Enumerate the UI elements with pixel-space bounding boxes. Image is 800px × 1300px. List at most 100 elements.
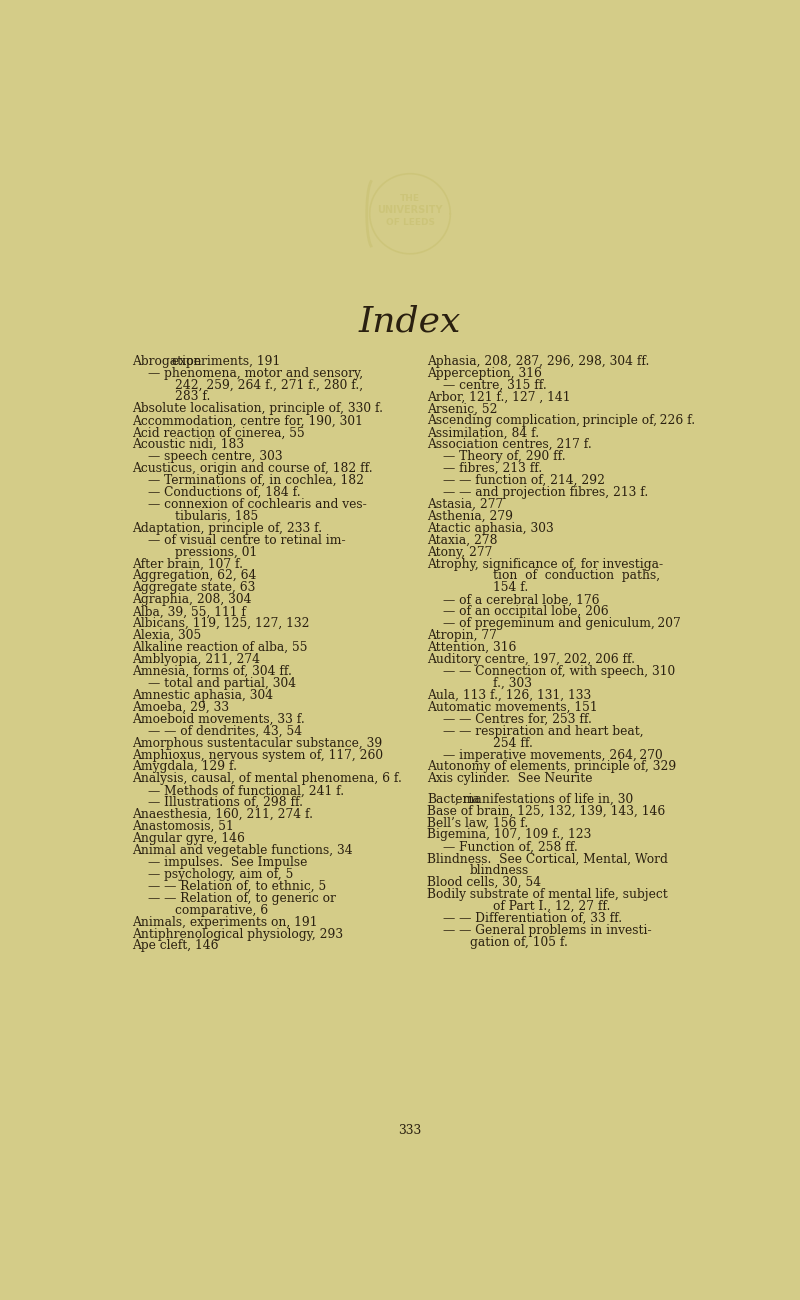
Text: UNIVERSITY: UNIVERSITY: [378, 205, 442, 214]
Text: Acid reaction of cinerea, 55: Acid reaction of cinerea, 55: [133, 426, 306, 439]
Text: tibularis, 185: tibularis, 185: [175, 510, 258, 523]
Text: — of pregeminum and geniculum, 207: — of pregeminum and geniculum, 207: [442, 618, 680, 630]
Text: — phenomena, motor and sensory,: — phenomena, motor and sensory,: [148, 367, 363, 380]
Text: Anaesthesia, 160, 211, 274 f.: Anaesthesia, 160, 211, 274 f.: [133, 809, 314, 822]
Text: Agraphia, 208, 304: Agraphia, 208, 304: [133, 593, 252, 606]
Text: THE: THE: [400, 194, 420, 203]
Text: Automatic movements, 151: Automatic movements, 151: [427, 701, 598, 714]
Text: — impulses.  See Impulse: — impulses. See Impulse: [148, 855, 307, 868]
Text: — total and partial, 304: — total and partial, 304: [148, 677, 296, 690]
Text: Atrophy, significance of, for investiga-: Atrophy, significance of, for investiga-: [427, 558, 663, 571]
Text: OF LEEDS: OF LEEDS: [386, 218, 434, 227]
Text: — — Differentiation of, 33 ff.: — — Differentiation of, 33 ff.: [442, 913, 622, 926]
Text: Apperception, 316: Apperception, 316: [427, 367, 542, 380]
Text: Antiphrenological physiology, 293: Antiphrenological physiology, 293: [133, 927, 344, 940]
Text: Ascending complication, principle of, 226 f.: Ascending complication, principle of, 22…: [427, 415, 695, 428]
Text: 283 f.: 283 f.: [175, 390, 210, 403]
Text: Blood cells, 30, 54: Blood cells, 30, 54: [427, 876, 541, 889]
Text: Acoustic nidi, 183: Acoustic nidi, 183: [133, 438, 245, 451]
Text: Angular gyre, 146: Angular gyre, 146: [133, 832, 246, 845]
Text: Arsenic, 52: Arsenic, 52: [427, 403, 498, 416]
Text: — centre, 315 ff.: — centre, 315 ff.: [442, 378, 546, 391]
Text: Bodily substrate of mental life, subject: Bodily substrate of mental life, subject: [427, 888, 668, 901]
Text: — — and projection fibres, 213 f.: — — and projection fibres, 213 f.: [442, 486, 648, 499]
Text: After brain, 107 f.: After brain, 107 f.: [133, 558, 243, 571]
Text: Aula, 113 f., 126, 131, 133: Aula, 113 f., 126, 131, 133: [427, 689, 591, 702]
Text: Aggregation, 62, 64: Aggregation, 62, 64: [133, 569, 257, 582]
Text: Acusticus, origin and course of, 182 ff.: Acusticus, origin and course of, 182 ff.: [133, 462, 373, 474]
Text: — connexion of cochlearis and ves-: — connexion of cochlearis and ves-: [148, 498, 366, 511]
Text: Astasia, 277: Astasia, 277: [427, 498, 503, 511]
Text: — Theory of, 290 ff.: — Theory of, 290 ff.: [442, 450, 565, 463]
Text: Amoeba, 29, 33: Amoeba, 29, 33: [133, 701, 230, 714]
Text: Abrogation: Abrogation: [133, 355, 202, 368]
Text: 333: 333: [398, 1123, 422, 1136]
Text: experiments, 191: experiments, 191: [168, 355, 280, 368]
Text: Atactic aphasia, 303: Atactic aphasia, 303: [427, 521, 554, 534]
Text: comparative, 6: comparative, 6: [175, 903, 268, 916]
Text: — Terminations of, in cochlea, 182: — Terminations of, in cochlea, 182: [148, 474, 364, 488]
Text: — — function of, 214, 292: — — function of, 214, 292: [442, 474, 605, 488]
Text: Bacteria: Bacteria: [427, 793, 480, 806]
Text: — psychology, aim of, 5: — psychology, aim of, 5: [148, 868, 294, 881]
Text: Amorphous sustentacular substance, 39: Amorphous sustentacular substance, 39: [133, 737, 383, 750]
Text: Amblyopia, 211, 274: Amblyopia, 211, 274: [133, 653, 261, 666]
Text: Ape cleft, 146: Ape cleft, 146: [133, 940, 219, 953]
Text: Aphasia, 208, 287, 296, 298, 304 ff.: Aphasia, 208, 287, 296, 298, 304 ff.: [427, 355, 650, 368]
Text: Animals, experiments on, 191: Animals, experiments on, 191: [133, 915, 318, 928]
Text: Adaptation, principle of, 233 f.: Adaptation, principle of, 233 f.: [133, 521, 322, 534]
Text: Attention, 316: Attention, 316: [427, 641, 517, 654]
Text: 254 ff.: 254 ff.: [493, 737, 533, 750]
Text: — Conductions of, 184 f.: — Conductions of, 184 f.: [148, 486, 301, 499]
Text: — Function of, 258 ff.: — Function of, 258 ff.: [442, 840, 578, 853]
Text: 154 f.: 154 f.: [493, 581, 528, 594]
Text: — — Relation of, to ethnic, 5: — — Relation of, to ethnic, 5: [148, 880, 326, 893]
Text: Absolute localisation, principle of, 330 f.: Absolute localisation, principle of, 330…: [133, 403, 383, 416]
Text: Atony, 277: Atony, 277: [427, 546, 493, 559]
Text: Blindness.  See Cortical, Mental, Word: Blindness. See Cortical, Mental, Word: [427, 853, 668, 866]
Text: Association centres, 217 f.: Association centres, 217 f.: [427, 438, 592, 451]
Text: Anastomosis, 51: Anastomosis, 51: [133, 820, 234, 833]
Text: gation of, 105 f.: gation of, 105 f.: [470, 936, 567, 949]
Text: , manifestations of life in, 30: , manifestations of life in, 30: [455, 793, 634, 806]
Text: of Part I., 12, 27 ff.: of Part I., 12, 27 ff.: [493, 900, 610, 913]
Text: Alkaline reaction of alba, 55: Alkaline reaction of alba, 55: [133, 641, 308, 654]
Text: blindness: blindness: [470, 864, 529, 878]
Text: Amygdala, 129 f.: Amygdala, 129 f.: [133, 760, 238, 774]
Text: Bigemina, 107, 109 f., 123: Bigemina, 107, 109 f., 123: [427, 828, 591, 841]
Text: Amnestic aphasia, 304: Amnestic aphasia, 304: [133, 689, 274, 702]
Text: Alexia, 305: Alexia, 305: [133, 629, 202, 642]
Text: — — Connection of, with speech, 310: — — Connection of, with speech, 310: [442, 666, 674, 679]
Text: Assimilation, 84 f.: Assimilation, 84 f.: [427, 426, 539, 439]
Text: Index: Index: [359, 304, 461, 338]
Text: Albicans, 119, 125, 127, 132: Albicans, 119, 125, 127, 132: [133, 618, 310, 630]
Text: — of visual centre to retinal im-: — of visual centre to retinal im-: [148, 534, 346, 547]
Text: tion  of  conduction  paths,: tion of conduction paths,: [493, 569, 660, 582]
Text: Auditory centre, 197, 202, 206 ff.: Auditory centre, 197, 202, 206 ff.: [427, 653, 635, 666]
Text: Ataxia, 278: Ataxia, 278: [427, 534, 498, 547]
Text: Arbor, 121 f., 127 , 141: Arbor, 121 f., 127 , 141: [427, 390, 570, 403]
Text: — imperative movements, 264, 270: — imperative movements, 264, 270: [442, 749, 662, 762]
Text: Asthenia, 279: Asthenia, 279: [427, 510, 513, 523]
Text: Base of brain, 125, 132, 139, 143, 146: Base of brain, 125, 132, 139, 143, 146: [427, 805, 666, 818]
Text: Amphioxus, nervous system of, 117, 260: Amphioxus, nervous system of, 117, 260: [133, 749, 384, 762]
Text: pressions, 01: pressions, 01: [175, 546, 258, 559]
Text: — speech centre, 303: — speech centre, 303: [148, 450, 282, 463]
Text: — of an occipital lobe, 206: — of an occipital lobe, 206: [442, 606, 608, 619]
Text: — Illustrations of, 298 ff.: — Illustrations of, 298 ff.: [148, 797, 303, 810]
Text: — — Centres for, 253 ff.: — — Centres for, 253 ff.: [442, 712, 591, 725]
Text: 242, 259, 264 f., 271 f., 280 f.,: 242, 259, 264 f., 271 f., 280 f.,: [175, 378, 363, 391]
Text: — — General problems in investi-: — — General problems in investi-: [442, 924, 651, 937]
Text: Analysis, causal, of mental phenomena, 6 f.: Analysis, causal, of mental phenomena, 6…: [133, 772, 402, 785]
Text: Amnesia, forms of, 304 ff.: Amnesia, forms of, 304 ff.: [133, 666, 293, 679]
Text: — — of dendrites, 43, 54: — — of dendrites, 43, 54: [148, 724, 302, 737]
Text: Animal and vegetable functions, 34: Animal and vegetable functions, 34: [133, 844, 353, 857]
Text: Autonomy of elements, principle of, 329: Autonomy of elements, principle of, 329: [427, 760, 676, 774]
Text: Amoeboid movements, 33 f.: Amoeboid movements, 33 f.: [133, 712, 306, 725]
Text: — of a cerebral lobe, 176: — of a cerebral lobe, 176: [442, 593, 599, 606]
Text: Alba, 39, 55, 111 f: Alba, 39, 55, 111 f: [133, 606, 246, 619]
Text: Axis cylinder.  See Neurite: Axis cylinder. See Neurite: [427, 772, 593, 785]
Text: — — respiration and heart beat,: — — respiration and heart beat,: [442, 724, 643, 737]
Text: — fibres, 213 ff.: — fibres, 213 ff.: [442, 462, 542, 474]
Text: Atropin, 77: Atropin, 77: [427, 629, 497, 642]
